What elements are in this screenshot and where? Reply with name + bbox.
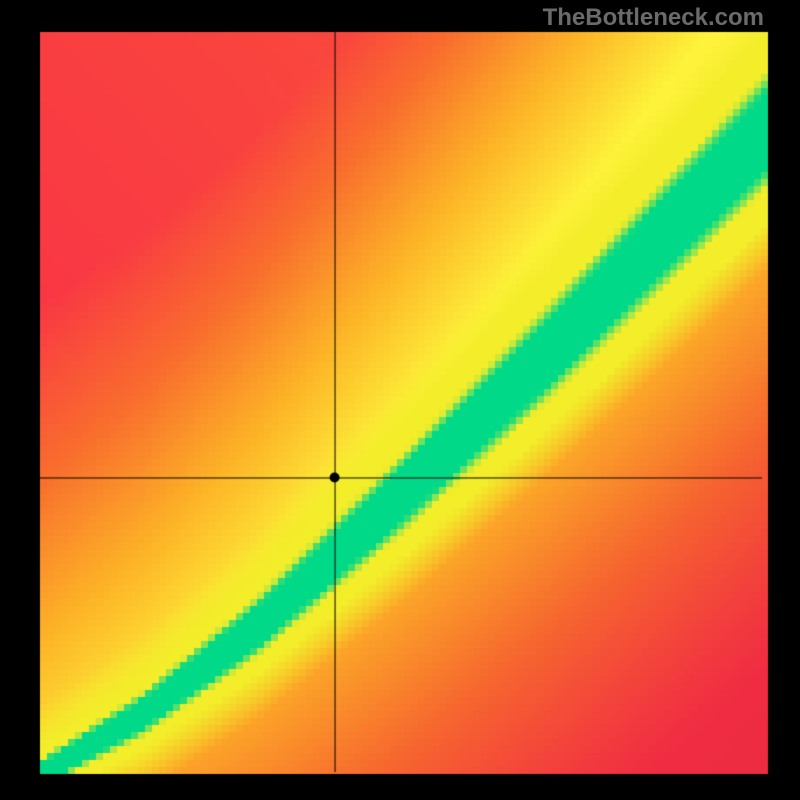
bottleneck-heatmap-canvas bbox=[0, 0, 800, 800]
chart-container: TheBottleneck.com bbox=[0, 0, 800, 800]
watermark-text: TheBottleneck.com bbox=[543, 4, 764, 32]
